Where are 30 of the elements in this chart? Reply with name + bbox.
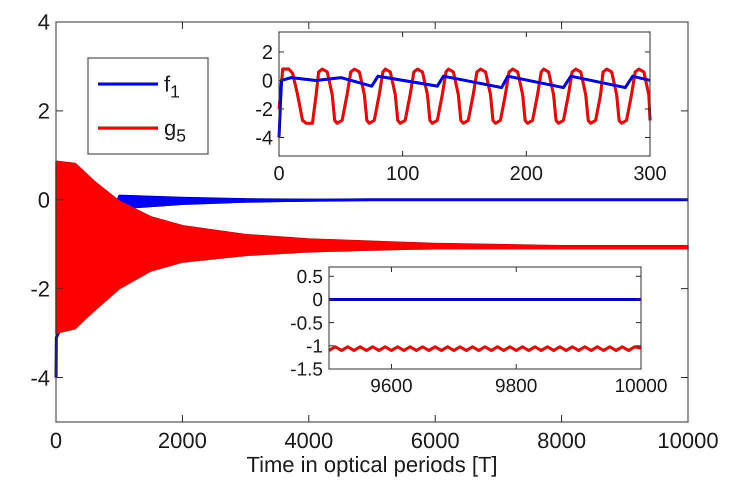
y-tick-label: -2 xyxy=(30,276,50,302)
x-tick-label: 100 xyxy=(386,163,420,185)
y-tick-label: -1.5 xyxy=(290,360,323,381)
y-tick-label: 0 xyxy=(38,187,50,212)
x-tick-label: 10000 xyxy=(657,428,719,453)
x-tick-label: 2000 xyxy=(158,428,207,453)
x-tick-label: 200 xyxy=(510,163,544,185)
x-tick-label: 9600 xyxy=(370,376,413,397)
y-tick-label: 2 xyxy=(262,42,273,64)
x-axis-title: Time in optical periods [T] xyxy=(246,452,498,477)
y-tick-label: -4 xyxy=(255,127,273,150)
x-tick-label: 4000 xyxy=(284,428,334,453)
y-tick-label: 0 xyxy=(312,290,323,312)
y-tick-label: 0 xyxy=(262,70,273,92)
legend-label: f$_{1}$ xyxy=(164,72,180,102)
y-tick-label: 2 xyxy=(38,98,50,124)
line-series xyxy=(278,74,652,139)
y-tick-label: -1 xyxy=(306,336,323,358)
y-tick-label: -0.5 xyxy=(290,313,323,334)
legend-label: g$_{5}$ xyxy=(164,116,186,146)
x-tick-label: 6000 xyxy=(410,428,460,453)
y-tick-label: -2 xyxy=(255,98,273,121)
y-tick-label: -4 xyxy=(30,365,50,390)
line-series xyxy=(278,68,652,125)
x-tick-label: 8000 xyxy=(537,428,586,453)
x-tick-label: 300 xyxy=(633,163,667,185)
y-tick-label: 4 xyxy=(38,10,50,35)
x-tick-label: 10000 xyxy=(614,376,668,397)
x-tick-label: 9800 xyxy=(495,376,538,397)
y-tick-label: 0.5 xyxy=(296,266,323,288)
